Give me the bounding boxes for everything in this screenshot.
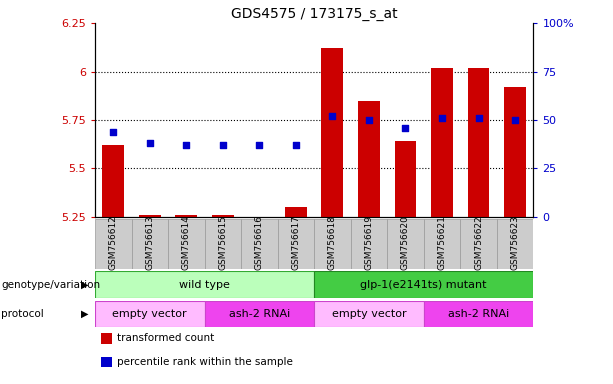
Text: GSM756623: GSM756623 (511, 215, 520, 270)
Bar (241, 219, 278, 269)
Bar (278, 219, 314, 269)
Point (181, 142, 191, 148)
Bar (321, 48, 343, 217)
Point (291, 142, 301, 148)
Bar (504, 87, 526, 217)
Bar (205, 219, 241, 269)
Point (145, 140, 154, 146)
Bar (351, 219, 387, 269)
Bar (424, 301, 533, 327)
Bar (95, 219, 132, 269)
Bar (175, 215, 197, 217)
Text: glp-1(e2141ts) mutant: glp-1(e2141ts) mutant (360, 280, 487, 290)
Point (109, 129, 118, 135)
Bar (205, 301, 314, 327)
Bar (95, 301, 205, 327)
Bar (431, 68, 453, 217)
Bar (102, 145, 124, 217)
Point (218, 142, 228, 148)
Text: GSM756617: GSM756617 (291, 215, 300, 270)
Title: GDS4575 / 173175_s_at: GDS4575 / 173175_s_at (231, 7, 397, 21)
Bar (387, 219, 424, 269)
Bar (212, 215, 234, 217)
Bar (314, 219, 351, 269)
Text: protocol: protocol (1, 309, 44, 319)
Text: empty vector: empty vector (113, 309, 187, 319)
Text: GSM756613: GSM756613 (145, 215, 154, 270)
Bar (395, 141, 416, 217)
Text: GSM756621: GSM756621 (438, 215, 446, 270)
Text: GSM756616: GSM756616 (255, 215, 264, 270)
Text: ash-2 RNAi: ash-2 RNAi (229, 309, 290, 319)
Point (474, 115, 484, 121)
Text: genotype/variation: genotype/variation (1, 280, 101, 290)
Text: ▶: ▶ (82, 280, 89, 290)
Bar (314, 301, 424, 327)
Bar (139, 215, 161, 217)
Text: transformed count: transformed count (117, 333, 215, 343)
Bar (424, 219, 460, 269)
Text: GSM756615: GSM756615 (218, 215, 227, 270)
Point (400, 125, 410, 131)
Text: GSM756614: GSM756614 (182, 215, 191, 270)
Bar (168, 219, 205, 269)
Bar (314, 271, 533, 298)
Bar (497, 219, 533, 269)
Text: GSM756620: GSM756620 (401, 215, 410, 270)
Text: ▶: ▶ (82, 309, 89, 319)
Point (254, 142, 264, 148)
Text: wild type: wild type (179, 280, 230, 290)
Text: GSM756612: GSM756612 (109, 215, 118, 270)
Text: GSM756622: GSM756622 (474, 215, 483, 270)
Text: percentile rank within the sample: percentile rank within the sample (117, 357, 293, 367)
Text: ash-2 RNAi: ash-2 RNAi (448, 309, 509, 319)
Bar (460, 219, 497, 269)
Text: GSM756618: GSM756618 (328, 215, 337, 270)
Point (510, 117, 520, 123)
Bar (132, 219, 168, 269)
Text: GSM756619: GSM756619 (365, 215, 373, 270)
Text: empty vector: empty vector (332, 309, 406, 319)
Point (364, 117, 374, 123)
Bar (285, 207, 307, 217)
Bar (468, 68, 489, 217)
Point (327, 113, 337, 119)
Bar (358, 101, 380, 217)
Point (437, 115, 447, 121)
Bar (95, 271, 314, 298)
